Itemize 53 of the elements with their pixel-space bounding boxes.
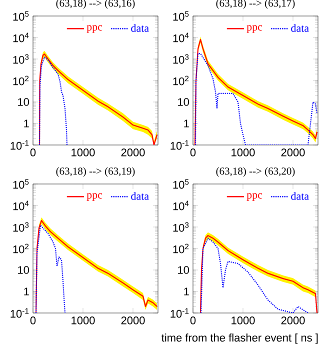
line-series xyxy=(38,56,68,145)
y-tick-label: 1 xyxy=(24,120,29,128)
legend-label: data xyxy=(131,24,149,32)
x-tick-label: 1000 xyxy=(72,316,95,324)
y-tick-label: 10$^{3}$ xyxy=(13,222,29,232)
x-tick-label: 2000 xyxy=(281,148,305,156)
legend-label: ppc xyxy=(246,25,262,33)
x-tick-label: 0 xyxy=(30,148,36,156)
x-tick-label: 0 xyxy=(190,316,196,324)
legend-label: ppc xyxy=(246,193,262,201)
y-tick-label: 10$^{2}$ xyxy=(13,244,29,254)
y-tick-label: 10$^{3}$ xyxy=(173,222,189,232)
y-tick-label: 1 xyxy=(24,288,29,296)
legend-label: data xyxy=(131,192,149,200)
legend-label: ppc xyxy=(86,25,102,33)
y-tick-label: 10$^{5}$ xyxy=(173,11,189,21)
y-tick-label: 10$^{5}$ xyxy=(13,11,29,21)
chart-title: (63,18) --> (63,19) xyxy=(56,167,135,177)
y-tick-label: 10$^{4}$ xyxy=(13,32,29,42)
y-tick-label: 10 xyxy=(18,266,30,274)
x-tick-label: 1000 xyxy=(72,148,95,156)
y-tick-label: 10 xyxy=(178,98,190,106)
y-tick-label: 10$^{-1}$ xyxy=(10,308,29,318)
x-axis-title: time from the flasher event [ ns ] xyxy=(162,334,318,344)
x-tick-label: 2000 xyxy=(281,316,305,324)
y-tick-label: 10$^{2}$ xyxy=(173,244,189,254)
y-tick-label: 10$^{3}$ xyxy=(173,54,189,64)
x-tick-label: 0 xyxy=(190,148,196,156)
y-tick-label: 10$^{4}$ xyxy=(13,200,29,210)
y-tick-label: 1 xyxy=(184,288,189,296)
chart-title: (63,18) --> (63,20) xyxy=(216,167,295,177)
x-tick-label: 2000 xyxy=(121,316,145,324)
y-tick-label: 10$^{-1}$ xyxy=(170,308,189,318)
y-tick-label: 1 xyxy=(184,120,189,128)
y-tick-label: 10$^{4}$ xyxy=(173,200,189,210)
legend-label: data xyxy=(291,192,309,200)
x-tick-label: 1000 xyxy=(232,316,255,324)
x-tick-label: 0 xyxy=(30,316,36,324)
x-tick-label: 1000 xyxy=(232,148,255,156)
y-tick-label: 10$^{-1}$ xyxy=(170,140,189,150)
y-tick-label: 10$^{5}$ xyxy=(173,179,189,189)
legend-label: data xyxy=(291,24,309,32)
y-tick-label: 10$^{3}$ xyxy=(13,54,29,64)
y-tick-label: 10 xyxy=(178,266,190,274)
legend-label: ppc xyxy=(86,193,102,201)
y-tick-label: 10$^{-1}$ xyxy=(10,140,29,150)
y-tick-label: 10$^{4}$ xyxy=(173,32,189,42)
y-tick-label: 10 xyxy=(18,98,30,106)
y-tick-label: 10$^{2}$ xyxy=(173,76,189,86)
x-tick-label: 2000 xyxy=(121,148,145,156)
line-series xyxy=(35,224,66,313)
y-tick-label: 10$^{2}$ xyxy=(13,76,29,86)
y-tick-label: 10$^{5}$ xyxy=(13,179,29,189)
